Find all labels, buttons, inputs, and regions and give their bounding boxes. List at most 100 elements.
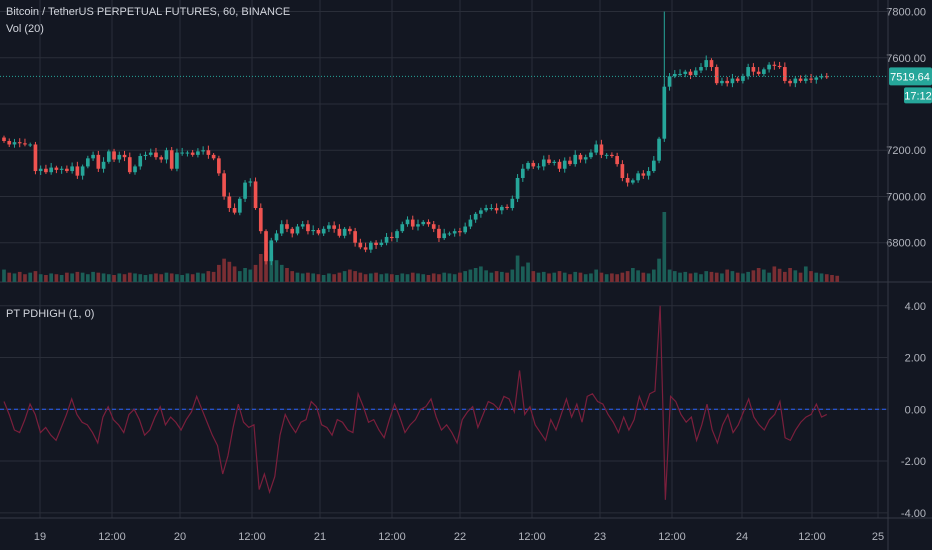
candle-body[interactable] xyxy=(86,158,90,167)
candle-body[interactable] xyxy=(274,233,279,241)
candle-body[interactable] xyxy=(65,168,69,172)
candle-body[interactable] xyxy=(232,208,237,213)
candle-body[interactable] xyxy=(321,228,326,234)
candle-body[interactable] xyxy=(783,67,787,81)
indicator-series-line[interactable] xyxy=(3,305,828,500)
candle-body[interactable] xyxy=(369,242,373,250)
candle-body[interactable] xyxy=(641,173,646,176)
candle-body[interactable] xyxy=(122,154,127,158)
last-price-tag[interactable] xyxy=(889,67,932,86)
candle-body[interactable] xyxy=(667,76,672,87)
candle-body[interactable] xyxy=(531,162,536,167)
candle-body[interactable] xyxy=(672,73,677,77)
candle-body[interactable] xyxy=(416,224,420,227)
candle-body[interactable] xyxy=(458,231,462,233)
symbol-legend[interactable]: Bitcoin / TetherUS PERPETUAL FUTURES, 60… xyxy=(6,6,291,18)
candle-body[interactable] xyxy=(536,166,541,168)
candle-body[interactable] xyxy=(756,71,761,74)
candle-body[interactable] xyxy=(431,224,436,229)
candle-body[interactable] xyxy=(473,213,478,220)
candle-body[interactable] xyxy=(395,231,399,239)
candle-body[interactable] xyxy=(777,65,782,68)
candle-body[interactable] xyxy=(96,154,101,169)
candle-body[interactable] xyxy=(741,76,745,81)
candle-body[interactable] xyxy=(91,154,95,159)
candle-body[interactable] xyxy=(594,144,599,153)
candle-body[interactable] xyxy=(217,158,221,174)
candle-body[interactable] xyxy=(49,167,53,173)
candle-body[interactable] xyxy=(196,151,200,155)
candle-body[interactable] xyxy=(12,142,17,145)
candle-body[interactable] xyxy=(562,160,567,169)
candle-body[interactable] xyxy=(138,156,143,167)
candle-body[interactable] xyxy=(358,242,363,248)
candle-body[interactable] xyxy=(143,154,148,157)
candle-body[interactable] xyxy=(814,77,819,80)
candle-body[interactable] xyxy=(725,80,730,84)
candle-body[interactable] xyxy=(175,152,179,169)
candle-body[interactable] xyxy=(484,208,488,211)
candle-body[interactable] xyxy=(662,86,667,139)
candle-body[interactable] xyxy=(59,168,64,170)
candle-body[interactable] xyxy=(159,157,164,160)
candle-body[interactable] xyxy=(154,152,158,158)
candle-body[interactable] xyxy=(269,240,274,262)
candle-body[interactable] xyxy=(709,60,714,68)
candle-body[interactable] xyxy=(201,150,205,152)
candle-body[interactable] xyxy=(442,233,447,239)
candle-body[interactable] xyxy=(405,219,410,225)
candle-body[interactable] xyxy=(510,198,515,209)
candle-body[interactable] xyxy=(222,173,226,197)
candle-body[interactable] xyxy=(348,228,352,232)
candle-body[interactable] xyxy=(515,177,520,199)
candle-body[interactable] xyxy=(426,221,431,225)
candle-body[interactable] xyxy=(306,224,310,232)
candle-body[interactable] xyxy=(332,225,336,229)
candle-body[interactable] xyxy=(610,154,614,157)
candle-body[interactable] xyxy=(112,151,116,160)
candle-body[interactable] xyxy=(327,225,331,229)
candle-body[interactable] xyxy=(526,162,530,169)
candle-body[interactable] xyxy=(599,144,604,155)
candle-body[interactable] xyxy=(788,80,792,84)
candle-body[interactable] xyxy=(500,206,504,211)
candle-body[interactable] xyxy=(342,228,347,236)
candle-body[interactable] xyxy=(578,154,583,160)
candle-body[interactable] xyxy=(363,247,368,250)
candle-body[interactable] xyxy=(311,229,316,232)
candle-body[interactable] xyxy=(101,161,106,169)
candle-body[interactable] xyxy=(290,228,295,234)
candle-body[interactable] xyxy=(468,219,473,227)
candle-body[interactable] xyxy=(211,154,216,159)
candle-body[interactable] xyxy=(657,138,661,161)
candle-body[interactable] xyxy=(693,70,698,76)
candle-body[interactable] xyxy=(625,177,630,183)
candle-body[interactable] xyxy=(631,180,635,183)
candle-body[interactable] xyxy=(23,143,27,145)
candle-body[interactable] xyxy=(70,166,74,172)
candle-body[interactable] xyxy=(410,219,415,227)
candle-body[interactable] xyxy=(824,76,829,78)
candle-body[interactable] xyxy=(300,224,305,227)
candle-body[interactable] xyxy=(772,64,777,66)
candle-body[interactable] xyxy=(568,160,572,165)
candle-body[interactable] xyxy=(615,156,619,165)
candle-body[interactable] xyxy=(75,166,80,176)
candle-body[interactable] xyxy=(520,168,525,178)
candle-body[interactable] xyxy=(751,67,756,72)
candle-body[interactable] xyxy=(2,137,6,141)
candle-body[interactable] xyxy=(164,150,169,160)
candle-body[interactable] xyxy=(447,233,452,235)
candle-body[interactable] xyxy=(620,164,625,178)
candle-body[interactable] xyxy=(316,229,321,234)
candle-body[interactable] xyxy=(479,210,483,214)
candle-body[interactable] xyxy=(798,78,803,81)
candle-body[interactable] xyxy=(379,242,384,246)
candle-body[interactable] xyxy=(793,78,798,84)
candle-body[interactable] xyxy=(452,231,457,234)
candle-body[interactable] xyxy=(494,208,499,211)
candle-body[interactable] xyxy=(206,150,211,155)
candle-body[interactable] xyxy=(44,168,48,173)
candle-body[interactable] xyxy=(651,160,656,172)
